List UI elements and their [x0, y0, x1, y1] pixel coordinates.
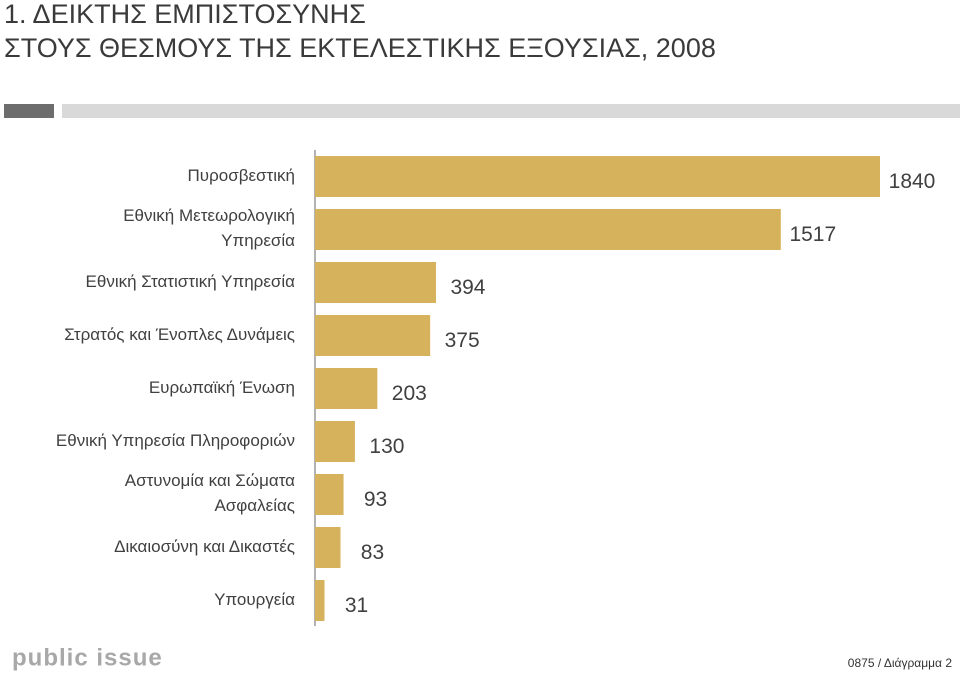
bar — [315, 474, 344, 515]
category-label: Εθνική Υπηρεσία Πληροφοριών — [56, 431, 295, 450]
footer-code: 0875 / Διάγραμμα 2 — [848, 656, 953, 670]
title-bar-light — [62, 104, 960, 118]
category-label: Υπουργεία — [214, 590, 295, 609]
title-bar-dark — [4, 104, 54, 118]
value-label: 31 — [345, 594, 368, 617]
chart-title: 1. ΔΕΙΚΤΗΣ ΕΜΠΙΣΤΟΣΥΝΗΣ ΣΤΟΥΣ ΘΕΣΜΟΥΣ ΤΗΣ… — [4, 0, 716, 63]
category-label: Στρατός και Ένοπλες Δυνάμεις — [64, 325, 295, 344]
bar — [315, 262, 436, 303]
bar — [315, 421, 355, 462]
category-label: Εθνική Μετεωρολογική Υπηρεσία — [123, 206, 295, 250]
bar — [315, 315, 431, 356]
bar — [315, 527, 341, 568]
category-label: Ευρωπαϊκή Ένωση — [149, 378, 295, 397]
bar — [315, 209, 781, 250]
bar — [315, 580, 325, 621]
value-label: 83 — [361, 541, 384, 564]
value-label: 1517 — [789, 223, 836, 246]
category-label: Αστυνομία και Σώματα Ασφαλείας — [125, 471, 295, 515]
category-label: Εθνική Στατιστική Υπηρεσία — [86, 272, 296, 291]
value-label: 1840 — [889, 170, 936, 193]
bar — [315, 156, 880, 197]
category-label: Πυροσβεστική — [188, 166, 296, 185]
value-label: 394 — [450, 276, 485, 299]
value-label: 375 — [445, 329, 480, 352]
value-label: 130 — [369, 435, 404, 458]
value-label: 203 — [392, 382, 427, 405]
value-label: 93 — [364, 488, 387, 511]
logo: public issue — [12, 644, 163, 671]
category-label: Δικαιοσύνη και Δικαστές — [114, 537, 295, 556]
bar — [315, 368, 378, 409]
